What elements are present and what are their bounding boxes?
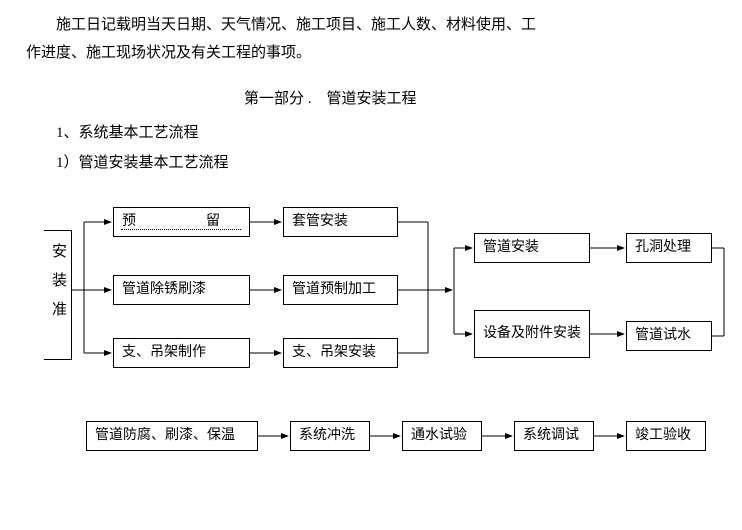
node-zhidiao-anzhuang: 支、吊架安装 xyxy=(283,338,398,368)
section-title: 第一部分 . 管道安装工程 xyxy=(244,86,417,113)
node-shishui: 管道试水 xyxy=(626,321,712,351)
node-chuxiu: 管道除锈刷漆 xyxy=(113,275,250,305)
intro-paragraph-line1: 施工日记载明当天日期、天气情况、施工项目、施工人数、材料使用、工 xyxy=(56,12,536,39)
node-taoguan: 套管安装 xyxy=(283,207,398,237)
node-yanshou: 竣工验收 xyxy=(626,421,706,451)
node-chongxi: 系统冲洗 xyxy=(290,421,370,451)
node-zhidiao-zhizuo: 支、吊架制作 xyxy=(113,338,250,368)
node-fangfu: 管道防腐、刷漆、保温 xyxy=(86,421,258,451)
dotted-underline xyxy=(121,229,241,230)
node-yuzhi: 管道预制加工 xyxy=(283,275,398,305)
node-kongdong: 孔洞处理 xyxy=(626,233,712,263)
node-yuliu: 预 留 xyxy=(113,207,250,237)
heading-1: 1、系统基本工艺流程 xyxy=(56,120,199,147)
node-tongshui: 通水试验 xyxy=(402,421,482,451)
node-shebei-anzhuang: 设备及附件安装 xyxy=(474,310,590,358)
heading-2: 1）管道安装基本工艺流程 xyxy=(56,150,229,177)
intro-paragraph-line2: 作进度、施工现场状况及有关工程的事项。 xyxy=(26,40,311,67)
node-tiaoshi: 系统调试 xyxy=(514,421,594,451)
vertical-label: 安装准 xyxy=(44,230,72,360)
node-guandao-anzhuang: 管道安装 xyxy=(474,233,590,263)
